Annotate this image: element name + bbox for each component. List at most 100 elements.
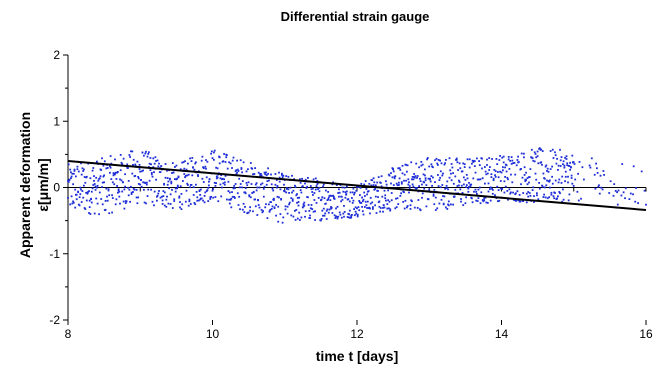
data-point bbox=[499, 180, 502, 182]
data-point bbox=[411, 176, 414, 178]
data-point bbox=[93, 179, 95, 182]
data-point bbox=[439, 186, 442, 189]
data-point bbox=[547, 170, 550, 173]
data-point bbox=[374, 204, 376, 207]
data-point bbox=[536, 192, 538, 195]
data-point bbox=[323, 197, 326, 200]
data-point bbox=[111, 181, 114, 184]
data-point bbox=[231, 159, 234, 162]
data-point bbox=[70, 195, 73, 198]
data-point bbox=[456, 161, 459, 164]
data-point bbox=[561, 200, 564, 203]
data-point bbox=[456, 185, 459, 187]
data-point bbox=[308, 210, 311, 212]
data-point bbox=[511, 159, 514, 162]
data-point bbox=[549, 186, 551, 189]
data-point bbox=[210, 152, 212, 155]
data-point bbox=[494, 194, 496, 197]
data-point bbox=[165, 198, 168, 201]
data-point bbox=[232, 187, 235, 190]
data-point bbox=[260, 209, 263, 211]
data-point bbox=[250, 183, 253, 185]
data-point bbox=[312, 210, 315, 213]
data-point bbox=[236, 159, 238, 162]
data-point bbox=[403, 207, 406, 210]
data-point bbox=[112, 174, 115, 177]
data-point bbox=[181, 203, 184, 206]
data-point bbox=[296, 217, 299, 220]
data-point bbox=[268, 179, 270, 182]
data-point bbox=[403, 173, 406, 176]
data-point bbox=[466, 177, 469, 180]
y-tick-label: -1 bbox=[49, 247, 60, 261]
data-point bbox=[411, 183, 414, 186]
data-point bbox=[478, 178, 480, 181]
data-point bbox=[567, 181, 569, 184]
data-point bbox=[408, 187, 411, 189]
data-point bbox=[557, 164, 560, 167]
data-point bbox=[516, 159, 519, 161]
data-point bbox=[155, 178, 157, 181]
data-point bbox=[507, 156, 510, 158]
data-point bbox=[412, 185, 415, 188]
data-point bbox=[443, 163, 446, 166]
data-point bbox=[72, 172, 75, 175]
data-point bbox=[346, 190, 348, 193]
data-point bbox=[296, 197, 299, 199]
data-point bbox=[624, 187, 627, 190]
data-point bbox=[342, 212, 345, 215]
data-point bbox=[226, 167, 229, 170]
data-point bbox=[285, 191, 288, 194]
data-point bbox=[525, 171, 527, 174]
data-point bbox=[388, 174, 391, 177]
data-point bbox=[274, 173, 277, 175]
data-point bbox=[298, 211, 301, 214]
data-point bbox=[143, 201, 146, 204]
data-point bbox=[187, 204, 190, 207]
data-point bbox=[510, 156, 513, 158]
data-point bbox=[184, 200, 187, 203]
data-point bbox=[147, 153, 150, 155]
data-point bbox=[330, 207, 332, 210]
data-point bbox=[171, 188, 173, 191]
data-point bbox=[543, 177, 546, 180]
data-point bbox=[235, 169, 238, 172]
data-point bbox=[198, 190, 201, 192]
data-point bbox=[85, 199, 88, 202]
data-point bbox=[88, 190, 90, 192]
data-point bbox=[318, 186, 321, 189]
data-point bbox=[374, 188, 376, 190]
data-point bbox=[364, 206, 366, 208]
data-point bbox=[96, 202, 99, 205]
data-point bbox=[86, 191, 89, 194]
data-point bbox=[237, 170, 240, 172]
data-point bbox=[132, 158, 135, 161]
data-point bbox=[368, 182, 371, 185]
data-point bbox=[247, 181, 250, 184]
data-point bbox=[175, 164, 178, 167]
data-point bbox=[294, 219, 297, 221]
data-point bbox=[624, 197, 626, 200]
data-point bbox=[84, 181, 87, 184]
data-point bbox=[427, 177, 430, 180]
data-point bbox=[155, 160, 157, 162]
data-point bbox=[114, 173, 116, 176]
data-point bbox=[492, 177, 495, 180]
data-point bbox=[252, 191, 255, 194]
data-point bbox=[233, 196, 236, 198]
data-point bbox=[225, 156, 228, 159]
data-point bbox=[185, 189, 188, 192]
data-point bbox=[460, 184, 463, 187]
data-point bbox=[223, 183, 226, 186]
data-point bbox=[374, 195, 377, 198]
data-point bbox=[83, 168, 85, 171]
data-point bbox=[98, 213, 100, 216]
data-point bbox=[455, 158, 458, 161]
data-point bbox=[418, 185, 420, 187]
data-point bbox=[390, 172, 392, 174]
data-point bbox=[599, 174, 602, 177]
data-point bbox=[213, 181, 216, 184]
data-point bbox=[104, 200, 107, 202]
data-point bbox=[333, 198, 336, 200]
data-point bbox=[314, 188, 317, 191]
